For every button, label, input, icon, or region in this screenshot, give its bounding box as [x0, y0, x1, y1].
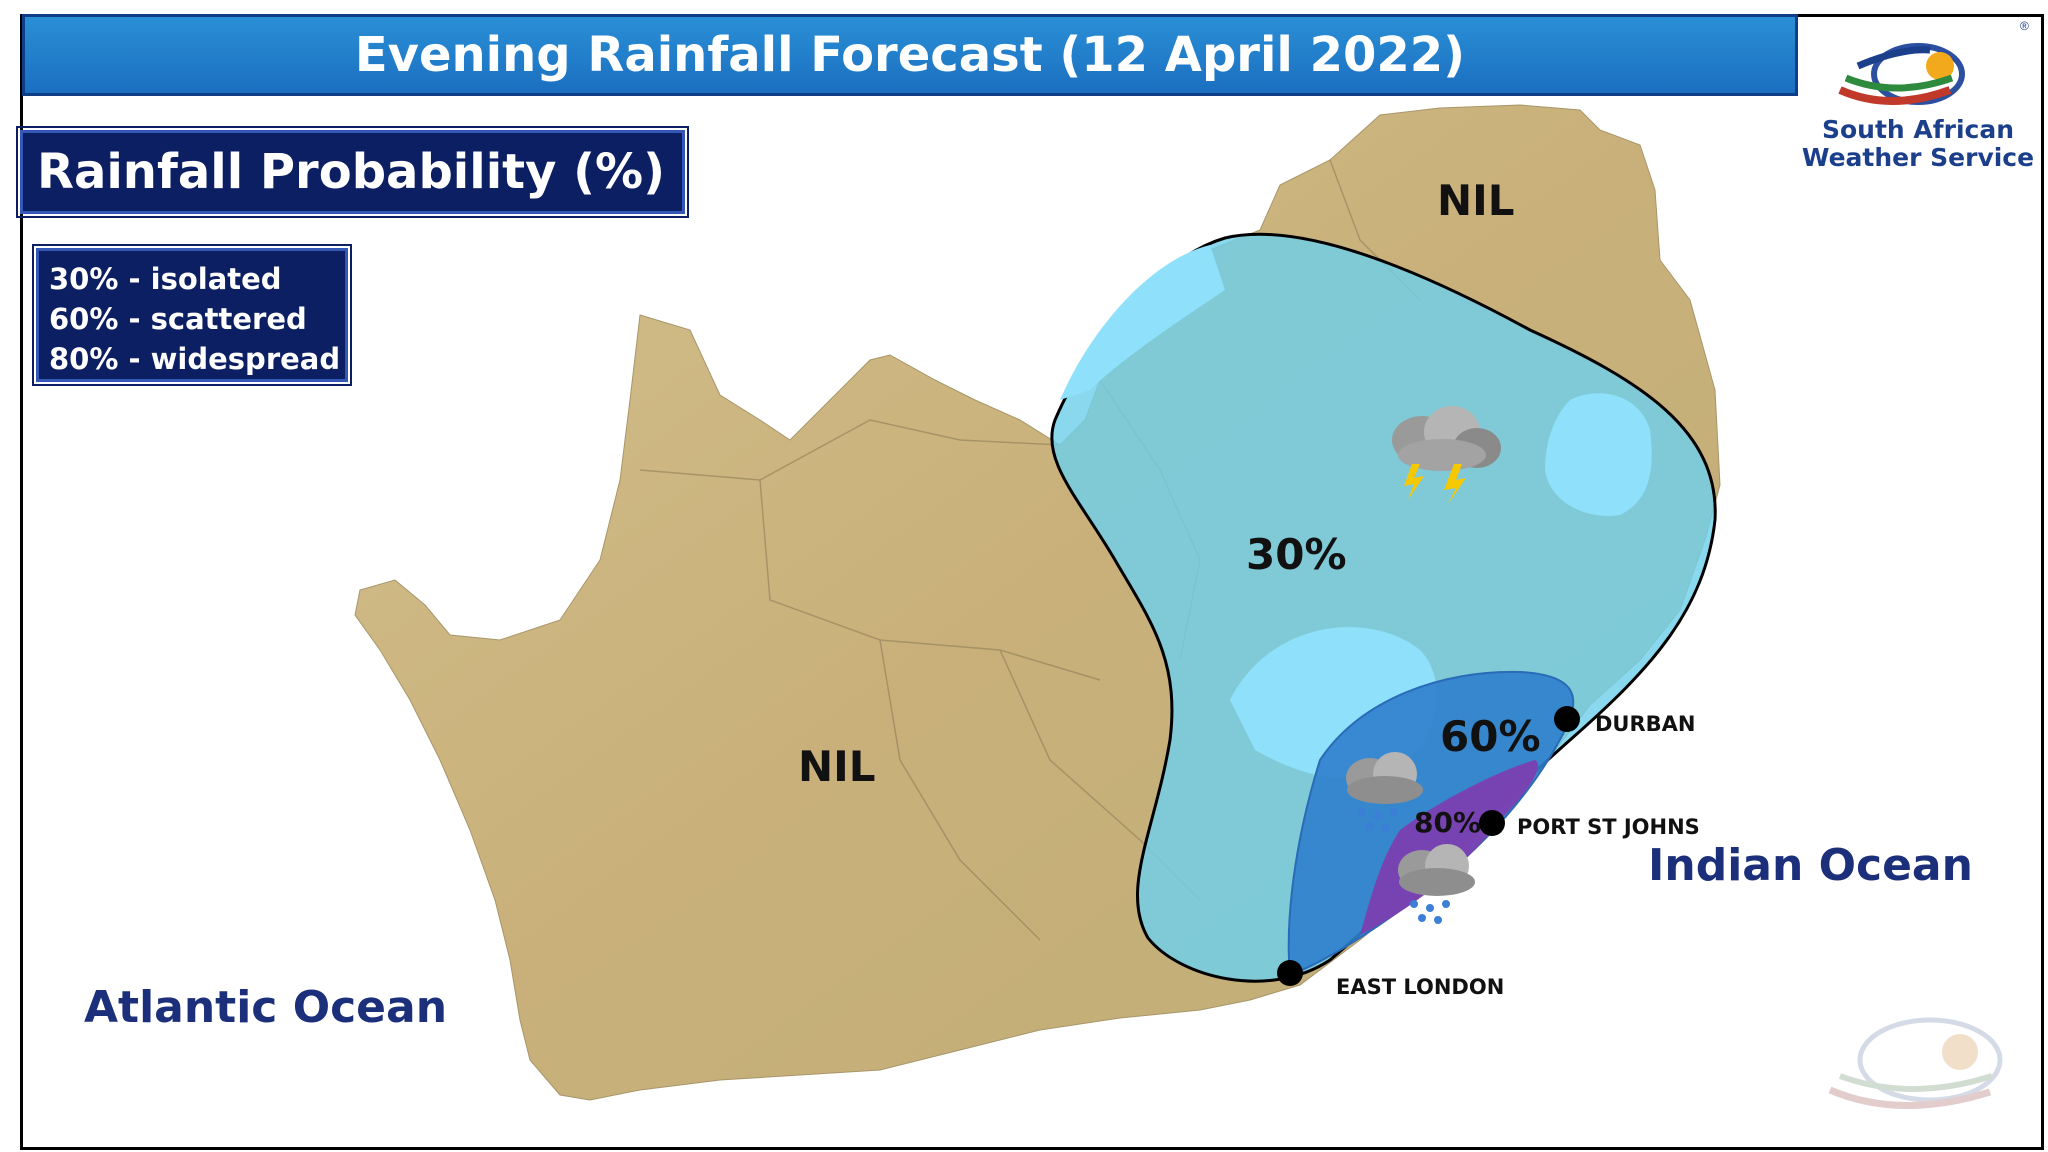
legend-item-60: 60% - scattered: [49, 302, 307, 336]
zone-label-nil-west: NIL: [798, 742, 876, 791]
legend-item-30: 30% - isolated: [49, 262, 282, 296]
page-title: Evening Rainfall Forecast (12 April 2022…: [22, 14, 1798, 96]
zone-label-nil-north: NIL: [1437, 176, 1515, 225]
trademark-mark: ®: [2020, 20, 2029, 33]
city-label-east-london: EAST LONDON: [1336, 975, 1505, 999]
thunderstorm-icon: [1392, 406, 1501, 504]
legend: 30% - isolated 60% - scattered 80% - wid…: [32, 244, 352, 386]
zone-label-80: 80%: [1414, 806, 1482, 839]
logo-line2: Weather Service: [1801, 143, 2035, 172]
zone-label-60: 60%: [1440, 712, 1541, 761]
eswatini-area: [1545, 393, 1652, 516]
city-dot-durban: [1554, 706, 1580, 732]
logo-line1: South African: [1821, 115, 2015, 144]
rain-cloud-icon: [1398, 844, 1475, 924]
ocean-label-indian: Indian Ocean: [1648, 840, 1973, 891]
saws-logo: ®: [1838, 20, 2029, 105]
city-dot-port-st-johns: [1479, 810, 1505, 836]
rain-cloud-icon: [1346, 752, 1423, 832]
logo-text: South African Weather Service: [1800, 116, 2036, 172]
zone-30-area: [1050, 232, 1717, 983]
city-dot-east-london: [1277, 960, 1303, 986]
saws-watermark-logo: [1828, 1017, 2003, 1109]
zone-30-nw-light: [1060, 245, 1225, 400]
city-label-port-st-johns: PORT ST JOHNS: [1517, 815, 1700, 839]
ocean-label-atlantic: Atlantic Ocean: [84, 982, 448, 1033]
city-label-durban: DURBAN: [1595, 712, 1696, 736]
legend-item-80: 80% - widespread: [49, 342, 341, 376]
zone-label-30: 30%: [1246, 530, 1347, 579]
probability-title: Rainfall Probability (%): [16, 126, 689, 218]
